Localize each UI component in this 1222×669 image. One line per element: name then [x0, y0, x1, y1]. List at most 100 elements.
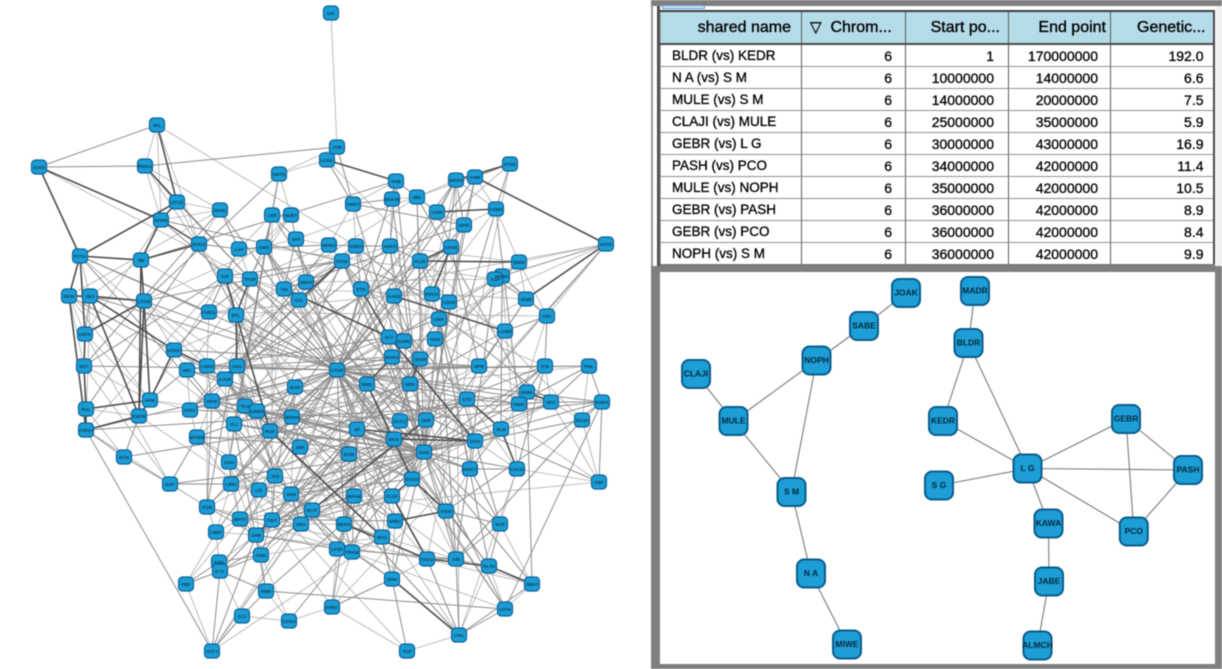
svg-text:JBO: JBO — [85, 294, 95, 299]
svg-text:HPW: HPW — [207, 399, 218, 404]
svg-text:RBM: RBM — [261, 589, 271, 594]
svg-text:N A: N A — [804, 568, 818, 578]
svg-text:ICB: ICB — [541, 364, 550, 369]
svg-text:GBBM: GBBM — [250, 409, 264, 414]
svg-text:ETH: ETH — [357, 287, 366, 292]
svg-text:NDW: NDW — [64, 294, 75, 299]
svg-text:GEBR: GEBR — [1114, 414, 1139, 424]
svg-text:CLAJI: CLAJI — [684, 369, 709, 379]
svg-text:KHM: KHM — [470, 175, 480, 180]
svg-text:KEDR: KEDR — [931, 416, 955, 426]
svg-text:FUEG: FUEG — [203, 310, 216, 315]
svg-text:LMEF: LMEF — [210, 530, 222, 535]
svg-text:NEH: NEH — [405, 382, 415, 387]
svg-text:ANGE: ANGE — [444, 245, 457, 250]
svg-text:RCIT: RCIT — [307, 508, 318, 513]
svg-text:DAB: DAB — [419, 450, 429, 455]
svg-text:MTWW: MTWW — [190, 435, 206, 440]
svg-text:TDI: TDI — [280, 287, 287, 292]
svg-text:NOPH: NOPH — [804, 355, 829, 365]
svg-text:AGP: AGP — [490, 277, 500, 282]
svg-text:LFFH: LFFH — [499, 607, 511, 612]
svg-text:SPBC: SPBC — [389, 519, 402, 524]
svg-text:MULE: MULE — [721, 416, 745, 426]
svg-text:TRKM: TRKM — [346, 550, 359, 555]
svg-text:GIC: GIC — [327, 11, 336, 16]
svg-text:WWCT: WWCT — [463, 467, 478, 472]
svg-text:HRA: HRA — [296, 522, 306, 527]
svg-text:SUU: SUU — [232, 364, 242, 369]
svg-text:MJW: MJW — [290, 385, 301, 390]
svg-text:LER: LER — [268, 213, 278, 218]
svg-text:EDT: EDT — [80, 364, 89, 369]
svg-text:IWC: IWC — [183, 368, 192, 373]
svg-text:SFPC: SFPC — [184, 408, 197, 413]
svg-text:AAKD: AAKD — [388, 294, 402, 299]
svg-text:WSA: WSA — [377, 535, 388, 540]
svg-text:LTAL: LTAL — [454, 633, 465, 638]
svg-text:LRRI: LRRI — [226, 482, 237, 487]
svg-text:MADR: MADR — [962, 286, 988, 296]
svg-text:TCA: TCA — [240, 404, 250, 409]
svg-text:GKE: GKE — [421, 418, 431, 423]
svg-text:GOJO: GOJO — [575, 418, 589, 423]
svg-text:ICTL: ICTL — [215, 569, 225, 574]
svg-text:KNDS: KNDS — [596, 400, 609, 405]
svg-text:EMTN: EMTN — [133, 414, 146, 419]
svg-text:SABE: SABE — [852, 321, 876, 331]
svg-text:LAP: LAP — [235, 247, 244, 252]
svg-text:DHH: DHH — [387, 577, 397, 582]
svg-text:CSMG: CSMG — [489, 207, 503, 212]
svg-text:UTCE: UTCE — [171, 200, 183, 205]
svg-text:JBI: JBI — [137, 258, 144, 263]
svg-text:NFPW: NFPW — [154, 218, 168, 223]
svg-text:LGWE: LGWE — [498, 329, 512, 334]
svg-text:WJP: WJP — [495, 522, 505, 527]
svg-text:AIB: AIB — [452, 557, 461, 562]
svg-text:OUU: OUU — [224, 460, 234, 465]
svg-text:AHB: AHB — [251, 533, 261, 538]
svg-text:BPTF: BPTF — [234, 517, 246, 522]
svg-text:DFO: DFO — [546, 400, 556, 405]
svg-text:NAH: NAH — [430, 337, 440, 342]
svg-text:BMW: BMW — [513, 260, 525, 265]
svg-text:OPKT: OPKT — [347, 202, 360, 207]
svg-text:WRNN: WRNN — [285, 415, 299, 420]
svg-text:MPAM: MPAM — [347, 494, 361, 499]
svg-text:JIF: JIF — [354, 427, 361, 432]
svg-text:GJTJ: GJTJ — [206, 649, 218, 654]
svg-text:CACG: CACG — [510, 467, 524, 472]
svg-text:TPSR: TPSR — [244, 277, 257, 282]
svg-text:ETD: ETD — [463, 397, 473, 402]
svg-text:COW: COW — [432, 210, 444, 215]
svg-text:NPNO: NPNO — [322, 243, 336, 248]
svg-text:WAKA: WAKA — [385, 355, 399, 360]
svg-text:OBF: OBF — [594, 480, 604, 485]
svg-text:ETWI: ETWI — [504, 162, 515, 167]
svg-text:L G: L G — [1020, 463, 1034, 473]
svg-text:FICW: FICW — [336, 259, 348, 264]
svg-text:NUET: NUET — [285, 213, 298, 218]
svg-text:UWF: UWF — [434, 317, 444, 322]
svg-text:JEME: JEME — [520, 297, 532, 302]
svg-text:JABE: JABE — [1038, 576, 1061, 586]
svg-text:TGP: TGP — [402, 649, 411, 654]
svg-text:GODI: GODI — [33, 165, 45, 170]
svg-text:ECKD: ECKD — [406, 477, 420, 482]
svg-text:CSOA: CSOA — [282, 619, 296, 624]
svg-text:PASH: PASH — [1177, 465, 1200, 475]
svg-text:LEI: LEI — [255, 488, 262, 493]
svg-text:UMTD: UMTD — [273, 172, 287, 177]
svg-text:KHN: KHN — [214, 560, 224, 565]
svg-text:KAWA: KAWA — [1036, 518, 1062, 528]
svg-text:MOCW: MOCW — [385, 197, 400, 202]
svg-text:EPCH: EPCH — [426, 292, 439, 297]
svg-text:SJF: SJF — [221, 274, 230, 279]
svg-text:CRT: CRT — [542, 314, 551, 319]
svg-text:JOAK: JOAK — [894, 288, 918, 298]
svg-text:FCTA: FCTA — [74, 254, 86, 259]
svg-text:DHJD: DHJD — [214, 208, 227, 213]
svg-text:FIDT: FIDT — [267, 518, 277, 523]
svg-text:AJGR: AJGR — [219, 377, 232, 382]
svg-text:HCN: HCN — [119, 455, 129, 460]
